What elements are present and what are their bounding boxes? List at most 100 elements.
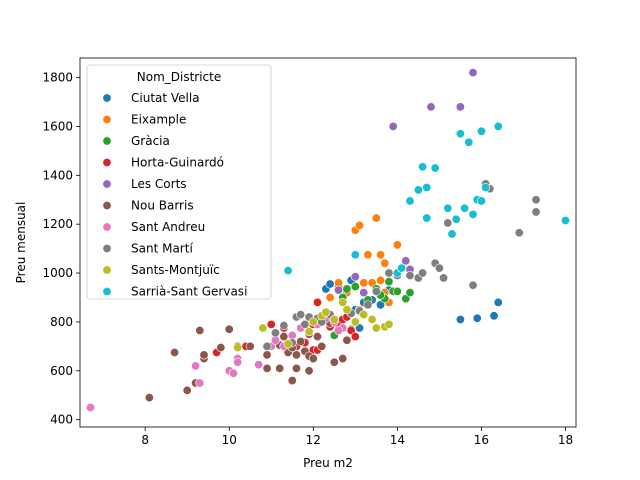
data-point bbox=[371, 323, 381, 333]
x-tick-label: 16 bbox=[474, 433, 489, 447]
data-point bbox=[455, 129, 465, 139]
data-point bbox=[493, 121, 503, 131]
data-point bbox=[291, 363, 301, 373]
data-point bbox=[388, 121, 398, 131]
y-tick-label: 1600 bbox=[42, 119, 73, 133]
data-point bbox=[300, 319, 310, 329]
data-point bbox=[376, 300, 386, 310]
x-tick-label: 8 bbox=[141, 433, 149, 447]
data-point bbox=[392, 286, 402, 296]
data-point bbox=[279, 321, 289, 331]
legend-label: Sant Martí bbox=[131, 242, 193, 256]
data-point bbox=[144, 393, 154, 403]
data-point bbox=[426, 102, 436, 112]
x-tick-label: 10 bbox=[222, 433, 237, 447]
data-point bbox=[405, 288, 415, 298]
data-point bbox=[472, 313, 482, 323]
legend-marker bbox=[102, 201, 112, 211]
data-point bbox=[258, 323, 268, 333]
data-point bbox=[481, 183, 491, 193]
x-axis-label: Preu m2 bbox=[303, 456, 353, 470]
legend-label: Eixample bbox=[131, 113, 186, 127]
data-point bbox=[308, 317, 318, 327]
data-point bbox=[191, 361, 201, 371]
data-point bbox=[262, 363, 272, 373]
legend-marker bbox=[102, 179, 112, 189]
data-point bbox=[195, 378, 205, 388]
data-point bbox=[224, 324, 234, 334]
legend-items: Ciutat Vella Eixample Gràcia Horta-Guinardó… bbox=[102, 91, 247, 299]
data-point bbox=[325, 292, 335, 302]
y-axis-label: Preu mensual bbox=[14, 202, 28, 284]
data-point bbox=[489, 311, 499, 321]
data-point bbox=[338, 354, 348, 364]
x-tick-label: 14 bbox=[390, 433, 405, 447]
data-point bbox=[430, 163, 440, 173]
data-point bbox=[468, 68, 478, 78]
data-point bbox=[266, 319, 276, 329]
data-point bbox=[275, 363, 285, 373]
data-point bbox=[199, 350, 209, 360]
data-point bbox=[476, 196, 486, 206]
data-point bbox=[262, 341, 272, 351]
data-point bbox=[371, 213, 381, 223]
legend-title: Nom_Districte bbox=[137, 70, 222, 84]
legend-marker bbox=[102, 158, 112, 168]
y-tick-label: 1400 bbox=[42, 168, 73, 182]
data-point bbox=[422, 213, 432, 223]
data-point bbox=[460, 203, 470, 213]
data-point bbox=[350, 250, 360, 260]
data-point bbox=[86, 402, 96, 412]
data-point bbox=[321, 307, 331, 317]
data-point bbox=[334, 325, 344, 335]
data-point bbox=[380, 258, 390, 268]
data-point bbox=[384, 319, 394, 329]
data-point bbox=[422, 183, 432, 193]
legend-marker bbox=[102, 136, 112, 146]
legend-label: Sants-Montjuïc bbox=[131, 263, 220, 277]
data-point bbox=[367, 278, 377, 288]
data-point bbox=[443, 218, 453, 228]
data-point bbox=[376, 275, 386, 285]
data-point bbox=[182, 385, 192, 395]
data-point bbox=[308, 354, 318, 364]
legend-marker bbox=[102, 244, 112, 254]
plot-frame bbox=[79, 57, 577, 428]
data-point bbox=[464, 137, 474, 147]
data-point bbox=[304, 366, 314, 376]
data-point bbox=[443, 203, 453, 213]
data-point bbox=[359, 278, 369, 288]
data-point bbox=[350, 332, 360, 342]
y-tick-label: 600 bbox=[50, 364, 73, 378]
data-point bbox=[317, 341, 327, 351]
data-point bbox=[287, 376, 297, 386]
legend-marker bbox=[102, 115, 112, 125]
data-point bbox=[439, 273, 449, 283]
data-point bbox=[296, 336, 306, 346]
data-point bbox=[342, 305, 352, 315]
y-tick-label: 400 bbox=[50, 413, 73, 427]
data-point bbox=[254, 360, 264, 370]
data-point bbox=[350, 281, 360, 291]
data-point bbox=[350, 272, 360, 282]
data-point bbox=[468, 280, 478, 290]
x-tick-label: 18 bbox=[558, 433, 573, 447]
data-point bbox=[363, 250, 373, 260]
x-tick-label: 12 bbox=[306, 433, 321, 447]
legend-label: Les Corts bbox=[131, 177, 187, 191]
y-axis: 400 600 800 1000 1200 1400 1600 1800 bbox=[42, 71, 80, 427]
legend-marker bbox=[102, 265, 112, 275]
data-point bbox=[514, 228, 524, 238]
legend-label: Nou Barris bbox=[131, 199, 194, 213]
data-point bbox=[283, 266, 293, 276]
data-point bbox=[346, 325, 356, 335]
legend-marker bbox=[102, 93, 112, 103]
data-point bbox=[279, 332, 289, 342]
data-point bbox=[262, 350, 272, 360]
data-point bbox=[355, 220, 365, 230]
data-point bbox=[245, 341, 255, 351]
data-point bbox=[371, 286, 381, 296]
data-point bbox=[451, 214, 461, 224]
data-point bbox=[531, 195, 541, 205]
